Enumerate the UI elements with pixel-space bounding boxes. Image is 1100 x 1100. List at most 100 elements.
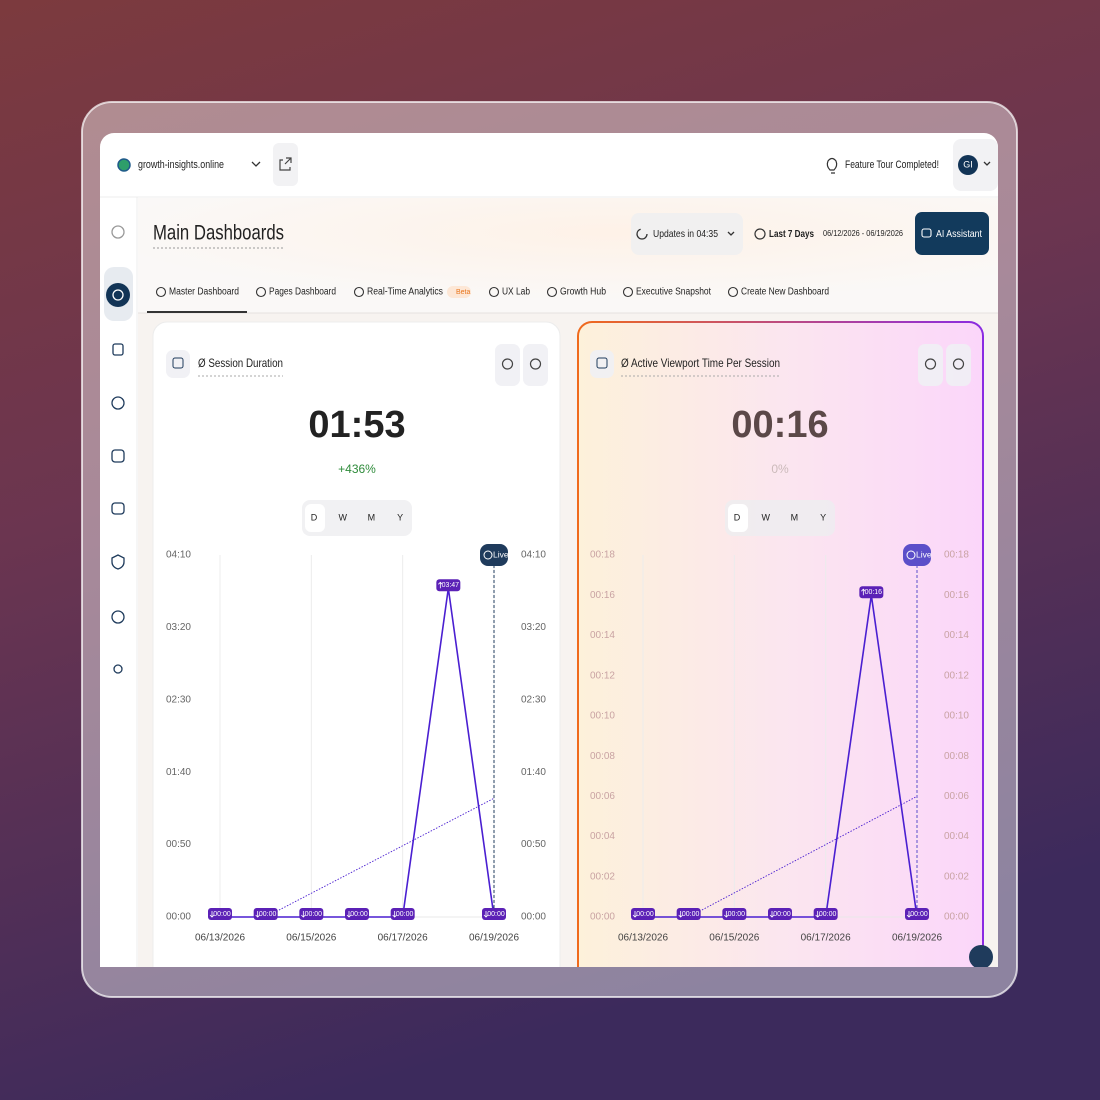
period-option[interactable]: M	[368, 512, 376, 522]
period-option[interactable]: Y	[397, 512, 403, 522]
live-badge	[903, 544, 931, 566]
card-action-button[interactable]	[946, 344, 971, 386]
open-site-button[interactable]	[273, 143, 298, 186]
y-tick-label: 00:10	[590, 711, 615, 722]
x-tick-label: 06/17/2026	[378, 933, 428, 944]
tab-icon	[255, 286, 267, 298]
value-label-box	[813, 908, 838, 920]
y-tick-label-right: 00:00	[944, 912, 969, 923]
value-arrow	[392, 911, 397, 918]
y-tick-label: 00:00	[166, 912, 191, 923]
value-arrow	[438, 581, 443, 589]
nav-item[interactable]	[111, 449, 125, 463]
value-arrow	[861, 588, 866, 596]
value-label: 00:00	[305, 911, 323, 918]
value-label-box	[482, 908, 506, 920]
value-arrow	[906, 911, 912, 918]
x-tick-label: 06/19/2026	[469, 933, 519, 944]
avatar	[958, 155, 978, 175]
value-label: 00:00	[487, 911, 505, 918]
card-action-icon	[529, 358, 542, 370]
x-tick-label: 06/15/2026	[709, 933, 759, 944]
live-label: Live	[493, 549, 509, 559]
y-tick-label: 01:40	[166, 767, 191, 778]
value-label-box	[859, 586, 884, 599]
period-option[interactable]: M	[791, 512, 799, 522]
y-tick-label-right: 00:18	[944, 550, 969, 561]
card-action-button[interactable]	[918, 344, 943, 386]
card-icon-glyph	[596, 357, 608, 369]
period-toggle	[302, 500, 412, 536]
card-action-icon	[952, 358, 965, 370]
tab-label[interactable]: Create New Dashboard	[741, 287, 829, 298]
card-action-button[interactable]	[495, 344, 520, 386]
app: growth-insights.online Feature Tour Comp…	[100, 133, 998, 969]
site-chevron[interactable]	[251, 161, 261, 167]
tab-badge-label: Beta	[456, 289, 471, 296]
x-tick-label: 06/17/2026	[801, 933, 851, 944]
card-action-button[interactable]	[523, 344, 548, 386]
period-option[interactable]: D	[734, 512, 741, 522]
x-tick-label: 06/13/2026	[618, 933, 668, 944]
ai-icon	[921, 228, 932, 238]
card-title: Ø Session Duration	[198, 356, 283, 370]
value-label: 00:00	[728, 911, 746, 918]
site-name[interactable]: growth-insights.online	[138, 159, 224, 171]
period-option[interactable]: D	[311, 512, 318, 522]
tab-label[interactable]: Executive Snapshot	[636, 287, 711, 298]
y-tick-label-right: 00:04	[944, 831, 969, 842]
value-label: 00:00	[259, 911, 277, 918]
chat-button[interactable]	[969, 945, 993, 969]
trend-line	[265, 797, 495, 918]
tab-label[interactable]: UX Lab	[502, 287, 530, 298]
value-label: 00:00	[350, 911, 368, 918]
tab-label[interactable]: Real-Time Analytics	[367, 287, 443, 298]
nav-dashboards[interactable]	[106, 283, 130, 307]
y-tick-label: 00:04	[590, 831, 615, 842]
y-tick-label: 00:02	[590, 871, 615, 882]
tab-label[interactable]: Pages Dashboard	[269, 287, 336, 298]
tab-icon	[488, 286, 500, 298]
avatar-initials: GI	[963, 159, 973, 169]
updates-chevron	[727, 231, 735, 236]
nav-item[interactable]	[111, 502, 125, 515]
value-label: 00:00	[910, 911, 928, 918]
nav-item[interactable]	[111, 554, 125, 570]
value-label-box	[905, 908, 929, 920]
sidebar	[104, 225, 133, 674]
trend-line	[688, 795, 918, 918]
nav-item[interactable]	[112, 343, 124, 356]
value-arrow	[346, 911, 352, 918]
tab-label[interactable]: Master Dashboard	[169, 287, 239, 298]
tab-icon	[155, 286, 167, 298]
nav-item[interactable]	[113, 664, 123, 674]
ai-assistant-button[interactable]	[915, 212, 989, 255]
x-tick-label: 06/19/2026	[892, 933, 942, 944]
site-icon	[117, 158, 131, 172]
x-tick-label: 06/15/2026	[286, 933, 336, 944]
period-option[interactable]: Y	[820, 512, 826, 522]
value-arrow	[769, 911, 775, 918]
period-option[interactable]: W	[761, 512, 770, 522]
value-label: 00:00	[682, 911, 700, 918]
account-chevron	[983, 161, 991, 166]
nav-item[interactable]	[111, 610, 125, 624]
updates-button[interactable]	[631, 213, 743, 255]
value-label-box	[299, 908, 324, 920]
range-label[interactable]: Last 7 Days	[769, 228, 814, 240]
date-range[interactable]: 06/12/2026 - 06/19/2026	[823, 229, 904, 238]
y-tick-label-right: 03:20	[521, 622, 546, 633]
period-option[interactable]: W	[338, 512, 347, 522]
tour-notice[interactable]: Feature Tour Completed!	[845, 159, 939, 171]
card	[152, 321, 561, 967]
value-arrow	[815, 911, 820, 918]
y-tick-label: 00:00	[590, 912, 615, 923]
nav-item[interactable]	[111, 396, 125, 410]
live-icon	[906, 550, 916, 560]
tab-label[interactable]: Growth Hub	[560, 287, 606, 298]
y-tick-label-right: 00:50	[521, 839, 546, 850]
sidebar-toggle[interactable]	[111, 225, 125, 239]
value-label-box	[768, 908, 792, 920]
period-toggle	[725, 500, 835, 536]
